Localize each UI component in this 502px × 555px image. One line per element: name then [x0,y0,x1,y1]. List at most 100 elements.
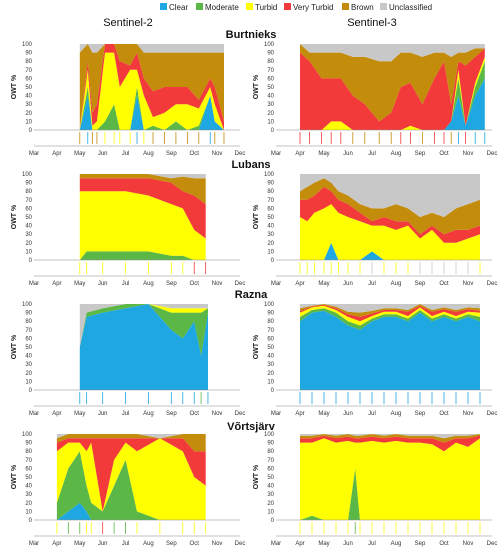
y-tick-lubans-sentinel-3-70: 70 [267,198,274,204]
y-tick-lubans-sentinel-2-0: 0 [29,258,33,264]
legend-label-brown: Brown [351,3,374,12]
y-tick-lubans-sentinel-2-100: 100 [22,172,33,178]
x-tick-lubans-sentinel-3-sep: Sep [415,281,426,287]
y-tick-razna-sentinel-3-30: 30 [267,362,274,368]
y-tick-v-rtsj-rv-sentinel-3-70: 70 [267,458,274,464]
x-tick-burtnieks-sentinel-2-sep: Sep [166,151,177,157]
y-axis-label-burtnieks-sentinel-2: OWT % [11,74,18,99]
y-tick-razna-sentinel-2-80: 80 [25,319,32,325]
legend: Clear Moderate Turbid Very Turbid Brown … [160,3,432,12]
x-tick-lubans-sentinel-2-nov: Nov [212,281,223,287]
y-axis-label-razna-sentinel-2: OWT % [11,334,18,359]
y-tick-v-rtsj-rv-sentinel-3-0: 0 [271,518,275,524]
area-burtnieks-sentinel-2-brown [79,44,224,130]
y-tick-lubans-sentinel-3-20: 20 [267,241,274,247]
y-tick-burtnieks-sentinel-2-60: 60 [25,76,32,82]
x-tick-lubans-sentinel-3-jun: Jun [343,281,353,287]
area-razna-sentinel-3-turbid [300,305,480,326]
x-tick-v-rtsj-rv-sentinel-2-aug: Aug [143,541,154,547]
y-tick-razna-sentinel-3-90: 90 [267,311,274,317]
x-tick-razna-sentinel-3-oct: Oct [439,411,449,417]
x-tick-razna-sentinel-3-nov: Nov [463,411,474,417]
x-tick-razna-sentinel-3-mar: Mar [271,411,281,417]
x-tick-v-rtsj-rv-sentinel-2-sep: Sep [166,541,177,547]
x-tick-lubans-sentinel-2-jul: Jul [122,281,130,287]
x-tick-burtnieks-sentinel-3-apr: Apr [295,151,304,157]
x-tick-v-rtsj-rv-sentinel-3-nov: Nov [463,541,474,547]
legend-label-very-turbid: Very Turbid [293,3,333,12]
x-tick-lubans-sentinel-3-jul: Jul [368,281,376,287]
x-tick-lubans-sentinel-3-aug: Aug [391,281,402,287]
area-lubans-sentinel-2-brown [79,174,206,205]
panel-razna-sentinel-2: OWT % 0 10 20 30 40 50 60 70 80 90 100 Mar Apr May Jun J… [11,302,245,417]
x-tick-lubans-sentinel-3-mar: Mar [271,281,281,287]
x-tick-burtnieks-sentinel-2-nov: Nov [212,151,223,157]
y-tick-burtnieks-sentinel-3-40: 40 [267,94,274,100]
x-tick-v-rtsj-rv-sentinel-2-jun: Jun [98,541,108,547]
legend-swatch-brown [342,3,349,10]
y-axis-label-razna-sentinel-3: OWT % [253,334,260,359]
y-tick-razna-sentinel-3-20: 20 [267,371,274,377]
x-tick-razna-sentinel-2-aug: Aug [143,411,154,417]
x-tick-burtnieks-sentinel-2-aug: Aug [143,151,154,157]
y-tick-razna-sentinel-2-100: 100 [22,302,33,308]
y-tick-burtnieks-sentinel-3-50: 50 [267,85,274,91]
y-axis-label-burtnieks-sentinel-3: OWT % [253,74,260,99]
y-tick-razna-sentinel-3-70: 70 [267,328,274,334]
legend-swatch-very-turbid [284,3,291,10]
x-tick-lubans-sentinel-2-may: May [74,281,85,287]
x-tick-lubans-sentinel-3-apr: Apr [295,281,304,287]
x-tick-razna-sentinel-3-aug: Aug [391,411,402,417]
x-tick-burtnieks-sentinel-3-jun: Jun [343,151,353,157]
y-tick-lubans-sentinel-2-10: 10 [25,249,32,255]
x-tick-razna-sentinel-2-mar: Mar [29,411,39,417]
x-tick-razna-sentinel-3-jun: Jun [343,411,353,417]
area-lubans-sentinel-3-turbid [300,204,480,260]
y-tick-burtnieks-sentinel-2-70: 70 [25,68,32,74]
x-tick-razna-sentinel-3-dec: Dec [487,411,498,417]
area-burtnieks-sentinel-2-turbid [79,52,224,130]
x-tick-v-rtsj-rv-sentinel-2-oct: Oct [190,541,200,547]
y-tick-burtnieks-sentinel-2-20: 20 [25,111,32,117]
y-tick-v-rtsj-rv-sentinel-3-80: 80 [267,449,274,455]
y-tick-burtnieks-sentinel-3-0: 0 [271,128,275,134]
y-tick-lubans-sentinel-2-90: 90 [25,181,32,187]
x-tick-burtnieks-sentinel-3-oct: Oct [439,151,449,157]
y-tick-burtnieks-sentinel-3-20: 20 [267,111,274,117]
area-lubans-sentinel-2-turbid [79,191,206,260]
area-lubans-sentinel-3-very-turbid [300,186,480,243]
panel-burtnieks-sentinel-3: OWT % 0 10 20 30 40 50 60 70 80 90 100 Mar Apr May Jun J… [253,42,497,157]
y-tick-razna-sentinel-3-80: 80 [267,319,274,325]
y-tick-v-rtsj-rv-sentinel-2-10: 10 [25,509,32,515]
x-tick-burtnieks-sentinel-3-nov: Nov [463,151,474,157]
area-burtnieks-sentinel-2-unclassified [79,44,224,53]
y-axis-label-lubans-sentinel-3: OWT % [253,204,260,229]
x-tick-lubans-sentinel-3-may: May [318,281,329,287]
y-tick-v-rtsj-rv-sentinel-3-30: 30 [267,492,274,498]
legend-label-moderate: Moderate [205,3,239,12]
x-tick-lubans-sentinel-3-nov: Nov [463,281,474,287]
x-tick-v-rtsj-rv-sentinel-2-nov: Nov [212,541,223,547]
y-tick-lubans-sentinel-3-40: 40 [267,224,274,230]
x-tick-burtnieks-sentinel-2-jul: Jul [122,151,130,157]
x-tick-lubans-sentinel-2-sep: Sep [166,281,177,287]
y-tick-lubans-sentinel-2-50: 50 [25,215,32,221]
panel-v-rtsj-rv-sentinel-3: OWT % 0 10 20 30 40 50 60 70 80 90 100 Mar Apr May Jun J… [253,432,497,547]
y-tick-razna-sentinel-3-40: 40 [267,354,274,360]
y-tick-v-rtsj-rv-sentinel-3-10: 10 [267,509,274,515]
x-tick-lubans-sentinel-3-dec: Dec [487,281,498,287]
y-tick-lubans-sentinel-2-80: 80 [25,189,32,195]
y-tick-burtnieks-sentinel-2-0: 0 [29,128,33,134]
y-tick-lubans-sentinel-3-80: 80 [267,189,274,195]
area-v-rtsj-rv-sentinel-3-unclassified [300,434,480,439]
y-tick-lubans-sentinel-2-60: 60 [25,206,32,212]
x-tick-v-rtsj-rv-sentinel-3-apr: Apr [295,541,304,547]
x-tick-burtnieks-sentinel-2-may: May [74,151,85,157]
x-tick-v-rtsj-rv-sentinel-2-jul: Jul [122,541,130,547]
y-tick-razna-sentinel-3-100: 100 [264,302,275,308]
x-tick-lubans-sentinel-2-aug: Aug [143,281,154,287]
y-tick-burtnieks-sentinel-3-30: 30 [267,102,274,108]
x-tick-razna-sentinel-2-jul: Jul [122,411,130,417]
area-razna-sentinel-3-moderate [300,308,480,330]
